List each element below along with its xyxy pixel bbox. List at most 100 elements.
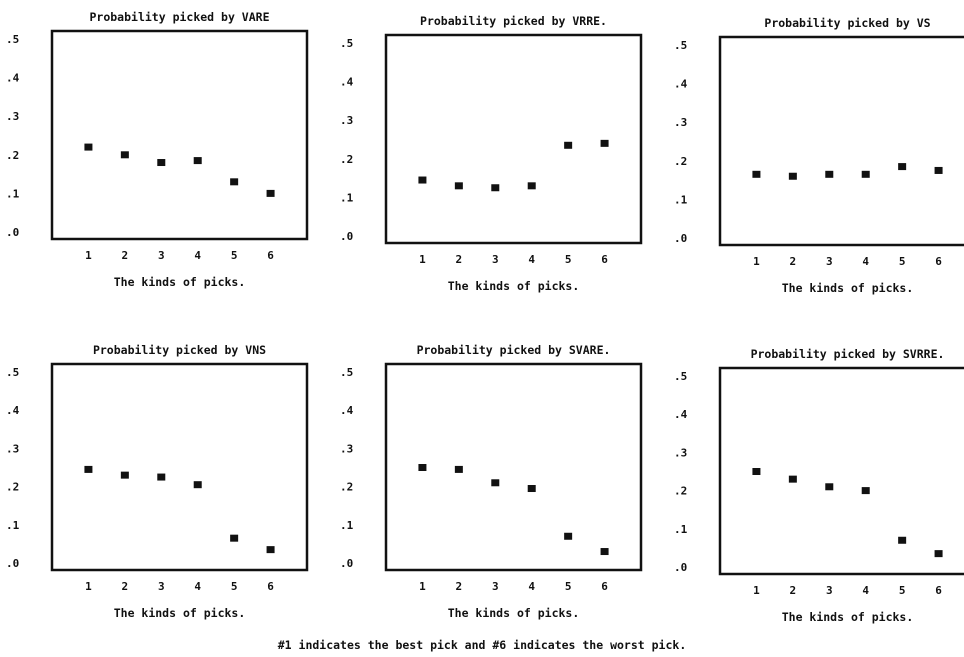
x-tick-label: 1 <box>753 584 760 597</box>
x-tick-label: 6 <box>601 253 608 266</box>
y-tick-label: .4 <box>340 404 354 417</box>
x-tick-label: 2 <box>790 584 797 597</box>
y-tick-label: .1 <box>674 523 688 536</box>
y-tick-label: .0 <box>6 226 19 239</box>
chart-panel-3: Probability picked by VS .5 .4 .3 .2 .1 .0 1 2 3 4… <box>674 16 964 295</box>
data-point <box>752 468 761 475</box>
plot-frame <box>718 35 964 247</box>
data-point <box>230 178 239 186</box>
x-tick-label: 4 <box>862 255 869 268</box>
y-tick-label: .3 <box>674 446 687 459</box>
x-tick-label: 1 <box>753 255 760 268</box>
x-tick-label: 6 <box>935 255 942 268</box>
x-axis-label: The kinds of picks. <box>782 281 914 295</box>
x-tick-label: 1 <box>419 580 426 593</box>
data-point <box>527 182 536 190</box>
x-tick-label: 4 <box>862 584 869 597</box>
data-point <box>230 534 239 542</box>
y-tick-label: .5 <box>340 366 353 379</box>
data-point <box>825 483 834 491</box>
y-tick-label: .4 <box>340 76 354 89</box>
y-tick-label: .0 <box>6 557 19 570</box>
data-point <box>491 184 500 192</box>
x-tick-label: 5 <box>565 580 572 593</box>
data-point <box>84 465 93 473</box>
x-tick-label: 6 <box>267 249 274 262</box>
y-tick-label: .0 <box>340 230 353 243</box>
data-point <box>266 546 275 554</box>
data-point <box>934 166 943 174</box>
x-axis-label: The kinds of picks. <box>114 606 246 620</box>
x-tick-label: 6 <box>267 580 274 593</box>
data-point <box>418 464 427 471</box>
y-tick-label: .3 <box>340 442 353 455</box>
data-point <box>454 465 463 473</box>
x-axis-label: The kinds of picks. <box>448 606 580 620</box>
y-tick-label: .2 <box>340 481 353 494</box>
data-point <box>564 141 573 149</box>
data-point <box>898 536 907 544</box>
data-point <box>193 481 202 489</box>
data-point <box>861 170 870 178</box>
plot-frame <box>384 362 643 572</box>
x-tick-label: 2 <box>122 249 129 262</box>
x-tick-label: 1 <box>85 580 92 593</box>
y-tick-label: .1 <box>340 519 354 532</box>
y-tick-label: .1 <box>6 519 20 532</box>
y-tick-label: .0 <box>674 561 687 574</box>
data-point <box>934 550 943 558</box>
x-tick-label: 4 <box>194 580 201 593</box>
x-tick-label: 4 <box>528 253 535 266</box>
y-tick-label: .0 <box>674 232 687 245</box>
x-tick-label: 6 <box>601 580 608 593</box>
data-point <box>266 189 275 197</box>
data-point <box>454 182 463 190</box>
data-point <box>600 548 609 556</box>
y-tick-label: .4 <box>674 78 688 91</box>
x-axis-label: The kinds of picks. <box>782 610 914 624</box>
x-axis-label: The kinds of picks. <box>448 279 580 293</box>
data-point <box>120 471 129 479</box>
y-tick-label: .2 <box>6 149 19 162</box>
x-tick-label: 1 <box>85 249 92 262</box>
y-tick-label: .3 <box>6 442 19 455</box>
y-tick-label: .3 <box>6 110 19 123</box>
chart-title: Probability picked by SVARE. <box>417 343 611 357</box>
y-tick-label: .5 <box>674 39 687 52</box>
plot-frame <box>718 366 964 576</box>
x-tick-label: 5 <box>231 249 238 262</box>
data-point <box>418 176 427 184</box>
y-tick-label: .2 <box>674 155 687 168</box>
data-point <box>861 487 870 495</box>
data-point <box>120 151 129 159</box>
y-tick-label: .2 <box>340 153 353 166</box>
x-tick-label: 2 <box>122 580 129 593</box>
x-tick-label: 3 <box>826 255 833 268</box>
y-tick-label: .5 <box>6 33 19 46</box>
data-point <box>527 485 536 493</box>
data-point <box>491 479 500 487</box>
chart-panel-6: Probability picked by SVRRE. .5 .4 .3 .2 .1 .0… <box>674 347 964 624</box>
y-tick-label: .2 <box>674 485 687 498</box>
chart-panel-1: Probability picked by VARE .5 .4 .3 .2 .1 .0 1 2… <box>6 10 309 289</box>
data-point <box>564 532 573 540</box>
chart-title: Probability picked by SVRRE. <box>751 347 945 361</box>
data-point <box>752 170 761 178</box>
y-tick-label: .3 <box>340 114 353 127</box>
y-tick-label: .4 <box>6 404 20 417</box>
y-tick-label: .1 <box>674 193 688 206</box>
y-tick-label: .4 <box>674 408 688 421</box>
x-tick-label: 3 <box>826 584 833 597</box>
plot-frame <box>50 362 309 572</box>
chart-panel-5: Probability picked by SVARE. .5 .4 .3 .2 .1 .0… <box>340 343 643 620</box>
x-tick-label: 3 <box>492 253 499 266</box>
chart-title: Probability picked by VS <box>764 16 930 30</box>
chart-title: Probability picked by VNS <box>93 343 266 357</box>
x-tick-label: 5 <box>565 253 572 266</box>
data-point <box>157 473 166 481</box>
data-point <box>788 172 797 180</box>
y-tick-label: .2 <box>6 481 19 494</box>
x-tick-label: 5 <box>231 580 238 593</box>
y-tick-label: .4 <box>6 72 20 85</box>
